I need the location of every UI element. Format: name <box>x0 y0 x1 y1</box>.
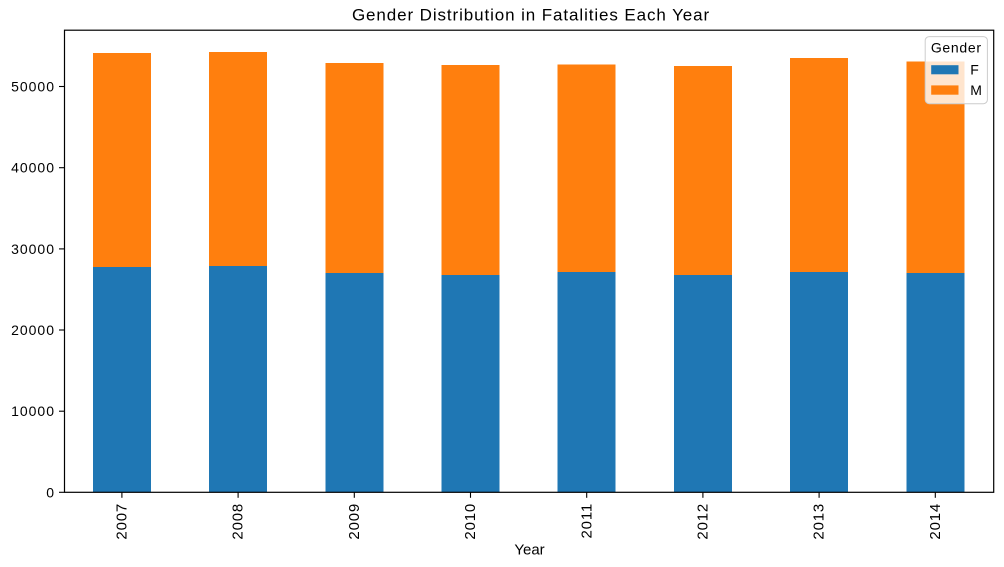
svg-text:2012: 2012 <box>695 503 712 540</box>
svg-text:M: M <box>970 82 982 98</box>
svg-text:2009: 2009 <box>346 503 363 540</box>
svg-text:2010: 2010 <box>462 503 479 540</box>
svg-text:0: 0 <box>46 484 55 500</box>
svg-text:40000: 40000 <box>11 160 55 176</box>
svg-text:10000: 10000 <box>11 403 55 419</box>
svg-text:30000: 30000 <box>11 241 55 257</box>
svg-text:2011: 2011 <box>578 503 595 538</box>
svg-text:Gender: Gender <box>931 40 982 56</box>
svg-text:Year: Year <box>514 542 544 559</box>
svg-text:2013: 2013 <box>811 503 828 540</box>
svg-text:20000: 20000 <box>11 322 55 338</box>
svg-text:Gender Distribution in Fatalit: Gender Distribution in Fatalities Each Y… <box>352 6 710 25</box>
svg-text:50000: 50000 <box>11 79 55 95</box>
svg-text:F: F <box>970 62 979 78</box>
svg-text:2008: 2008 <box>230 503 247 540</box>
svg-text:2014: 2014 <box>927 503 944 540</box>
svg-text:2007: 2007 <box>114 503 131 540</box>
